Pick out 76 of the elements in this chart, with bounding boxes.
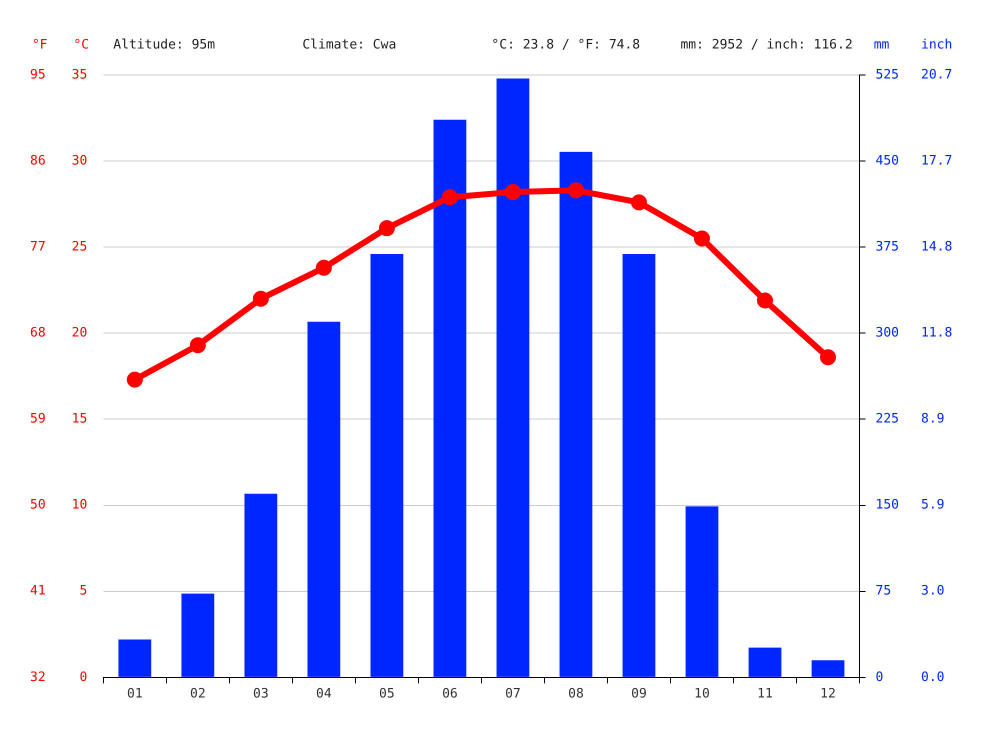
point: [694, 230, 710, 247]
x-tick-label: 10: [694, 686, 710, 702]
bar: [812, 660, 844, 677]
x-tick-label: 07: [505, 686, 521, 702]
text: mm: 2952 / inch: 116.2: [680, 37, 853, 52]
y3-axis-title: °F: [32, 37, 48, 52]
point: [630, 194, 647, 210]
y2-tick-label: 75: [876, 584, 892, 599]
y2-tick-label: 450: [876, 153, 900, 168]
point: [316, 260, 332, 276]
text: 14.8: [921, 239, 952, 254]
bar: [118, 640, 152, 677]
y2-axis-title: mm: [874, 37, 890, 52]
y3-tick-label: 86: [30, 153, 46, 168]
y-axis-title: °C: [73, 37, 90, 52]
point: [820, 349, 836, 366]
text: 20.7: [921, 67, 952, 82]
bar: [748, 648, 782, 677]
x-tick-label: 11: [757, 686, 773, 702]
point: [756, 292, 773, 308]
text: 3.0: [921, 584, 944, 599]
text: Altitude: 95m: [113, 37, 216, 52]
y-tick-label: 35: [72, 67, 88, 82]
bar: [370, 254, 404, 677]
y2-tick-label: 300: [876, 326, 900, 341]
bar: [181, 594, 214, 677]
point: [252, 290, 269, 307]
y3-tick-label: 32: [30, 670, 46, 685]
y2-tick-label: 525: [876, 67, 900, 82]
y-tick-label: 15: [72, 412, 88, 427]
x-tick-label: 04: [316, 686, 332, 702]
x-tick-label: 02: [190, 686, 206, 702]
text: °C: 23.8 / °F: 74.8: [491, 37, 640, 52]
point: [126, 372, 143, 388]
bar: [496, 78, 530, 677]
bar: [560, 152, 592, 677]
point: [568, 182, 584, 198]
text: 8.9: [921, 412, 944, 427]
point: [504, 184, 521, 200]
bar: [244, 494, 278, 677]
y2-tick-label: 225: [876, 412, 900, 427]
y-tick-label: 30: [72, 153, 88, 168]
y2-tick-label: 375: [876, 239, 900, 254]
y-tick-label: 25: [72, 239, 88, 254]
x-tick-label: 05: [379, 686, 395, 702]
point: [442, 189, 458, 206]
y-tick-label: 5: [79, 584, 88, 599]
x-tick-label: 01: [126, 686, 143, 702]
y3-tick-label: 59: [30, 412, 46, 427]
x-tick-label: 09: [631, 686, 647, 702]
x-tick-label: 06: [442, 686, 458, 702]
bar: [622, 254, 656, 677]
bar: [686, 506, 718, 677]
text: 17.7: [921, 153, 952, 168]
y3-tick-label: 41: [30, 584, 46, 599]
point: [378, 220, 395, 236]
y3-tick-label: 77: [30, 239, 46, 254]
text: 11.8: [921, 326, 952, 341]
y2-tick-label: 0: [876, 670, 884, 685]
y-tick-label: 20: [72, 326, 88, 341]
y3-tick-label: 50: [30, 498, 46, 513]
y3-tick-label: 68: [30, 326, 46, 341]
x-tick-label: 08: [568, 686, 584, 702]
text: Climate: Cwa: [302, 37, 396, 52]
x-tick-label: 03: [253, 686, 269, 702]
y3-tick-label: 95: [30, 67, 46, 82]
x-tick-label: 12: [820, 686, 836, 702]
text: inch: [921, 37, 952, 52]
bar: [307, 322, 340, 677]
text: 0.0: [921, 670, 944, 685]
bar: [434, 120, 466, 677]
text: 5.9: [921, 498, 944, 513]
y-tick-label: 0: [79, 670, 88, 685]
y-tick-label: 10: [72, 498, 88, 513]
point: [190, 337, 206, 354]
y2-tick-label: 150: [876, 498, 900, 513]
